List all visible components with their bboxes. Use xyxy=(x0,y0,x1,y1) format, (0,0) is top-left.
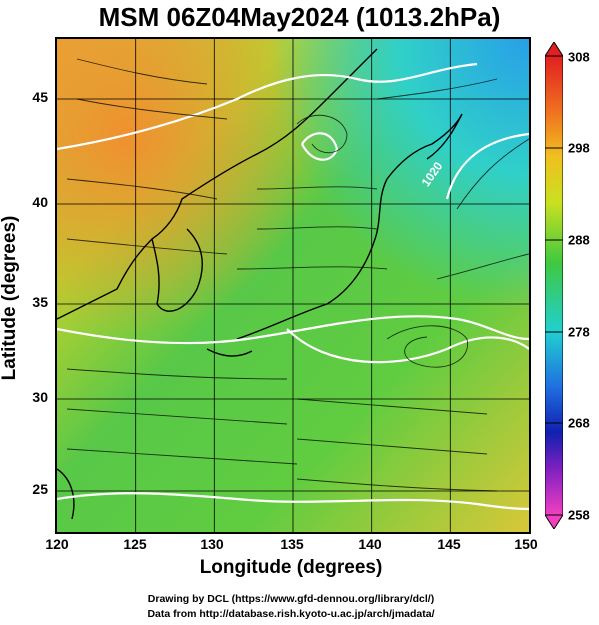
x-tick-label: 135 xyxy=(280,536,304,552)
y-axis-label: Latitude (degrees) xyxy=(0,215,20,381)
temperature-field: 1020 xyxy=(57,39,529,532)
x-axis-label: Longitude (degrees) xyxy=(199,557,383,578)
colorbar-tick-label: 268 xyxy=(568,415,590,431)
x-tick-label: 140 xyxy=(358,536,382,552)
y-tick-label: 25 xyxy=(32,481,48,497)
colorbar-tick-label: 298 xyxy=(568,140,590,156)
colorbar-tick-label: 278 xyxy=(568,324,590,340)
map-title: MSM 06Z04May2024 (1013.2hPa) xyxy=(98,2,501,32)
y-tick-label: 35 xyxy=(32,294,48,310)
colorbar-tick-label: 288 xyxy=(568,232,590,248)
isotherm-contours xyxy=(57,62,529,511)
data-credit: Data from http://database.rish.kyoto-u.a… xyxy=(147,608,435,620)
y-tick-label: 30 xyxy=(32,389,48,405)
x-tick-label: 145 xyxy=(437,536,461,552)
coastlines xyxy=(57,48,463,520)
wind-streamlines xyxy=(66,58,529,492)
grid-lines xyxy=(57,39,529,532)
colorbar xyxy=(544,41,564,530)
y-tick-label: 45 xyxy=(32,89,48,105)
x-tick-label: 120 xyxy=(45,536,69,552)
y-tick-label: 40 xyxy=(32,194,48,210)
map-plot: 1020 xyxy=(55,37,531,534)
colorbar-tick-label: 308 xyxy=(568,49,590,65)
x-tick-label: 150 xyxy=(514,536,538,552)
x-tick-label: 125 xyxy=(123,536,147,552)
x-tick-label: 130 xyxy=(200,536,224,552)
colorbar-tick-label: 258 xyxy=(568,507,590,523)
drawing-credit: Drawing by DCL (https://www.gfd-dennou.o… xyxy=(147,593,435,605)
